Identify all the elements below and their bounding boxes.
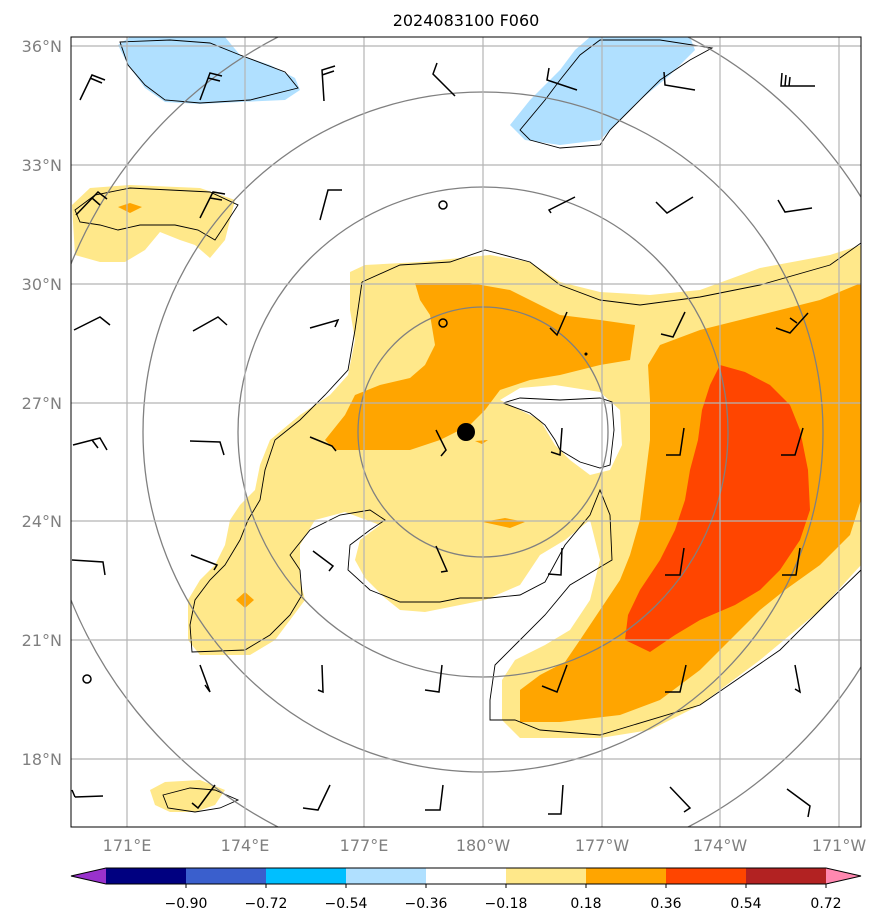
colorbar-extend-max: [826, 868, 861, 884]
lon-label: 177°W: [575, 836, 630, 855]
colorbar-extend-min: [71, 868, 106, 884]
lat-label: 24°N: [22, 512, 62, 531]
colorbar-segment: [666, 868, 747, 884]
anomaly-fill-light-blue: [118, 37, 695, 145]
lat-label: 18°N: [22, 750, 62, 769]
lat-label: 30°N: [22, 275, 62, 294]
colorbar-tick-label: 0.36: [650, 896, 681, 912]
longitude-labels: 171°E 174°E 177°E 180°W 177°W 174°W 171°…: [103, 836, 867, 855]
map-title: 2024083100 F060: [393, 11, 540, 30]
colorbar-outline: [70, 867, 862, 885]
anomaly-fill-red: [625, 365, 810, 652]
anomaly-hole: [500, 385, 622, 475]
colorbar-segment: [106, 868, 187, 884]
colorbar-ticks: −0.90 −0.72 −0.54 −0.36 −0.18 0.18 0.36 0.54 0.7…: [165, 884, 842, 912]
colorbar-tick-label: −0.72: [245, 896, 288, 912]
lon-label: 180°W: [456, 836, 511, 855]
colorbar: −0.90 −0.72 −0.54 −0.36 −0.18 0.18 0.36 0.54 0.7…: [70, 867, 862, 912]
lat-label: 27°N: [22, 394, 62, 413]
map-plot-area: [71, 37, 861, 827]
colorbar-tick-label: −0.18: [485, 896, 528, 912]
colorbar-tick-label: 0.54: [730, 896, 761, 912]
lat-label: 33°N: [22, 156, 62, 175]
lon-label: 171°E: [103, 836, 152, 855]
colorbar-tick-label: −0.54: [325, 896, 368, 912]
colorbar-segments: [71, 868, 861, 884]
map-frame: [70, 36, 862, 828]
colorbar-segment: [346, 868, 427, 884]
colorbar-tick-label: −0.36: [405, 896, 448, 912]
colorbar-tick-label: 0.18: [570, 896, 601, 912]
colorbar-tick-label: −0.90: [165, 896, 208, 912]
lon-label: 171°W: [812, 836, 867, 855]
colorbar-segment: [746, 868, 827, 884]
storm-center-marker: [457, 423, 475, 441]
colorbar-segment: [586, 868, 667, 884]
colorbar-segment: [426, 868, 507, 884]
lat-lon-grid: [71, 37, 861, 827]
lon-label: 177°E: [340, 836, 389, 855]
lon-label: 174°W: [693, 836, 748, 855]
colorbar-tick-label: 0.72: [810, 896, 841, 912]
lat-label: 21°N: [22, 631, 62, 650]
colorbar-segment: [266, 868, 347, 884]
lat-label: 36°N: [22, 37, 62, 56]
wind-barbs: [71, 62, 815, 818]
latitude-labels: 36°N 33°N 30°N 27°N 24°N 21°N 18°N: [22, 37, 62, 769]
colorbar-segment: [506, 868, 587, 884]
lon-label: 174°E: [221, 836, 270, 855]
colorbar-segment: [186, 868, 267, 884]
